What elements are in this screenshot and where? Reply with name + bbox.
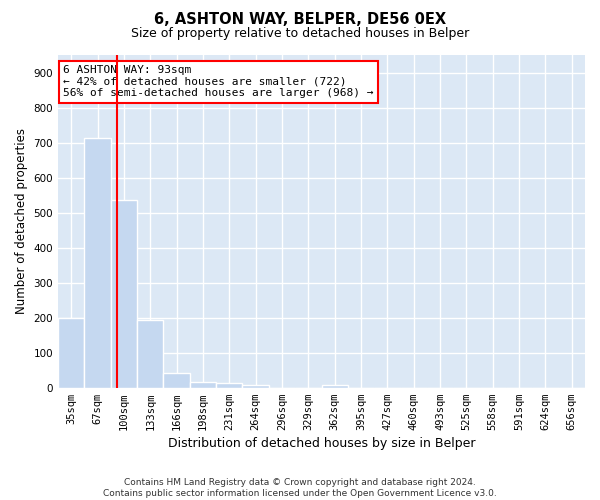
- Bar: [137, 320, 163, 388]
- Text: Contains HM Land Registry data © Crown copyright and database right 2024.
Contai: Contains HM Land Registry data © Crown c…: [103, 478, 497, 498]
- Bar: [216, 383, 242, 388]
- Text: 6, ASHTON WAY, BELPER, DE56 0EX: 6, ASHTON WAY, BELPER, DE56 0EX: [154, 12, 446, 28]
- Bar: [190, 382, 216, 388]
- X-axis label: Distribution of detached houses by size in Belper: Distribution of detached houses by size …: [168, 437, 475, 450]
- Text: 6 ASHTON WAY: 93sqm
← 42% of detached houses are smaller (722)
56% of semi-detac: 6 ASHTON WAY: 93sqm ← 42% of detached ho…: [64, 65, 374, 98]
- Bar: [111, 200, 137, 388]
- Bar: [242, 384, 269, 388]
- Bar: [85, 138, 111, 388]
- Bar: [322, 385, 348, 388]
- Bar: [163, 373, 190, 388]
- Text: Size of property relative to detached houses in Belper: Size of property relative to detached ho…: [131, 28, 469, 40]
- Y-axis label: Number of detached properties: Number of detached properties: [15, 128, 28, 314]
- Bar: [58, 318, 85, 388]
